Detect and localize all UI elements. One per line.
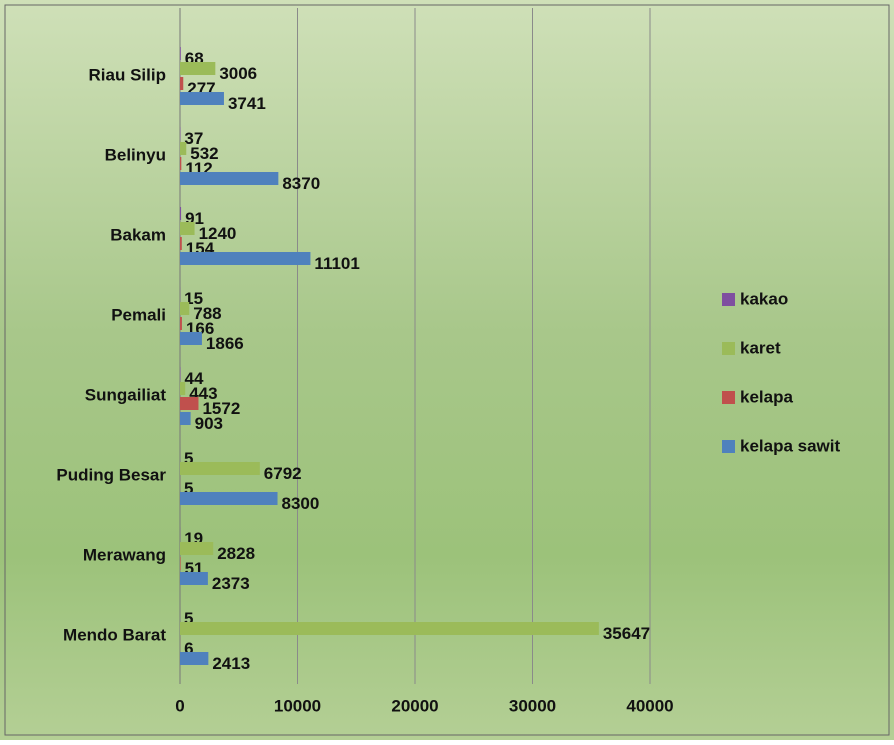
y-tick-label: Pemali [111,305,166,324]
bar [180,302,189,315]
legend-swatch [722,342,735,355]
legend-label: karet [740,338,781,357]
bar [180,77,183,90]
bar [180,237,182,250]
value-label: 8300 [282,494,320,513]
value-label: 2373 [212,574,250,593]
bar [180,622,599,635]
y-tick-label: Mendo Barat [63,625,166,644]
y-tick-label: Sungailiat [85,385,167,404]
bar [180,557,181,570]
value-label: 1866 [206,334,244,353]
x-tick-label: 0 [175,696,184,715]
x-tick-label: 40000 [626,696,673,715]
legend-swatch [722,391,735,404]
bar [180,252,310,265]
value-label: 6792 [264,464,302,483]
legend-label: kelapa sawit [740,436,841,455]
bar [180,157,181,170]
bar [180,652,208,665]
y-tick-label: Belinyu [105,145,166,164]
y-tick-label: Riau Silip [89,65,166,84]
bar [180,47,181,60]
bar [180,332,202,345]
bar [180,317,182,330]
y-tick-label: Merawang [83,545,166,564]
bar [180,542,213,555]
value-label: 3006 [219,64,257,83]
bar [180,207,181,220]
bar [180,397,198,410]
value-label: 8370 [282,174,320,193]
bar [180,367,181,380]
x-tick-label: 30000 [509,696,556,715]
x-tick-label: 20000 [391,696,438,715]
bar [180,572,208,585]
bar [180,462,260,475]
legend-label: kakao [740,289,788,308]
bar [180,382,185,395]
value-label: 11101 [314,254,359,273]
y-tick-label: Bakam [110,225,166,244]
bar [180,492,278,505]
bar [180,172,278,185]
value-label: 2413 [212,654,250,673]
bar [180,412,191,425]
legend-label: kelapa [740,387,793,406]
legend-swatch [722,293,735,306]
value-label: 903 [195,414,223,433]
value-label: 3741 [228,94,266,113]
value-label: 2828 [217,544,255,563]
x-tick-label: 10000 [274,696,321,715]
bar [180,62,215,75]
bar [180,92,224,105]
y-tick-label: Puding Besar [56,465,166,484]
value-label: 35647 [603,624,650,643]
legend-swatch [722,440,735,453]
bar [180,142,186,155]
bar [180,222,195,235]
